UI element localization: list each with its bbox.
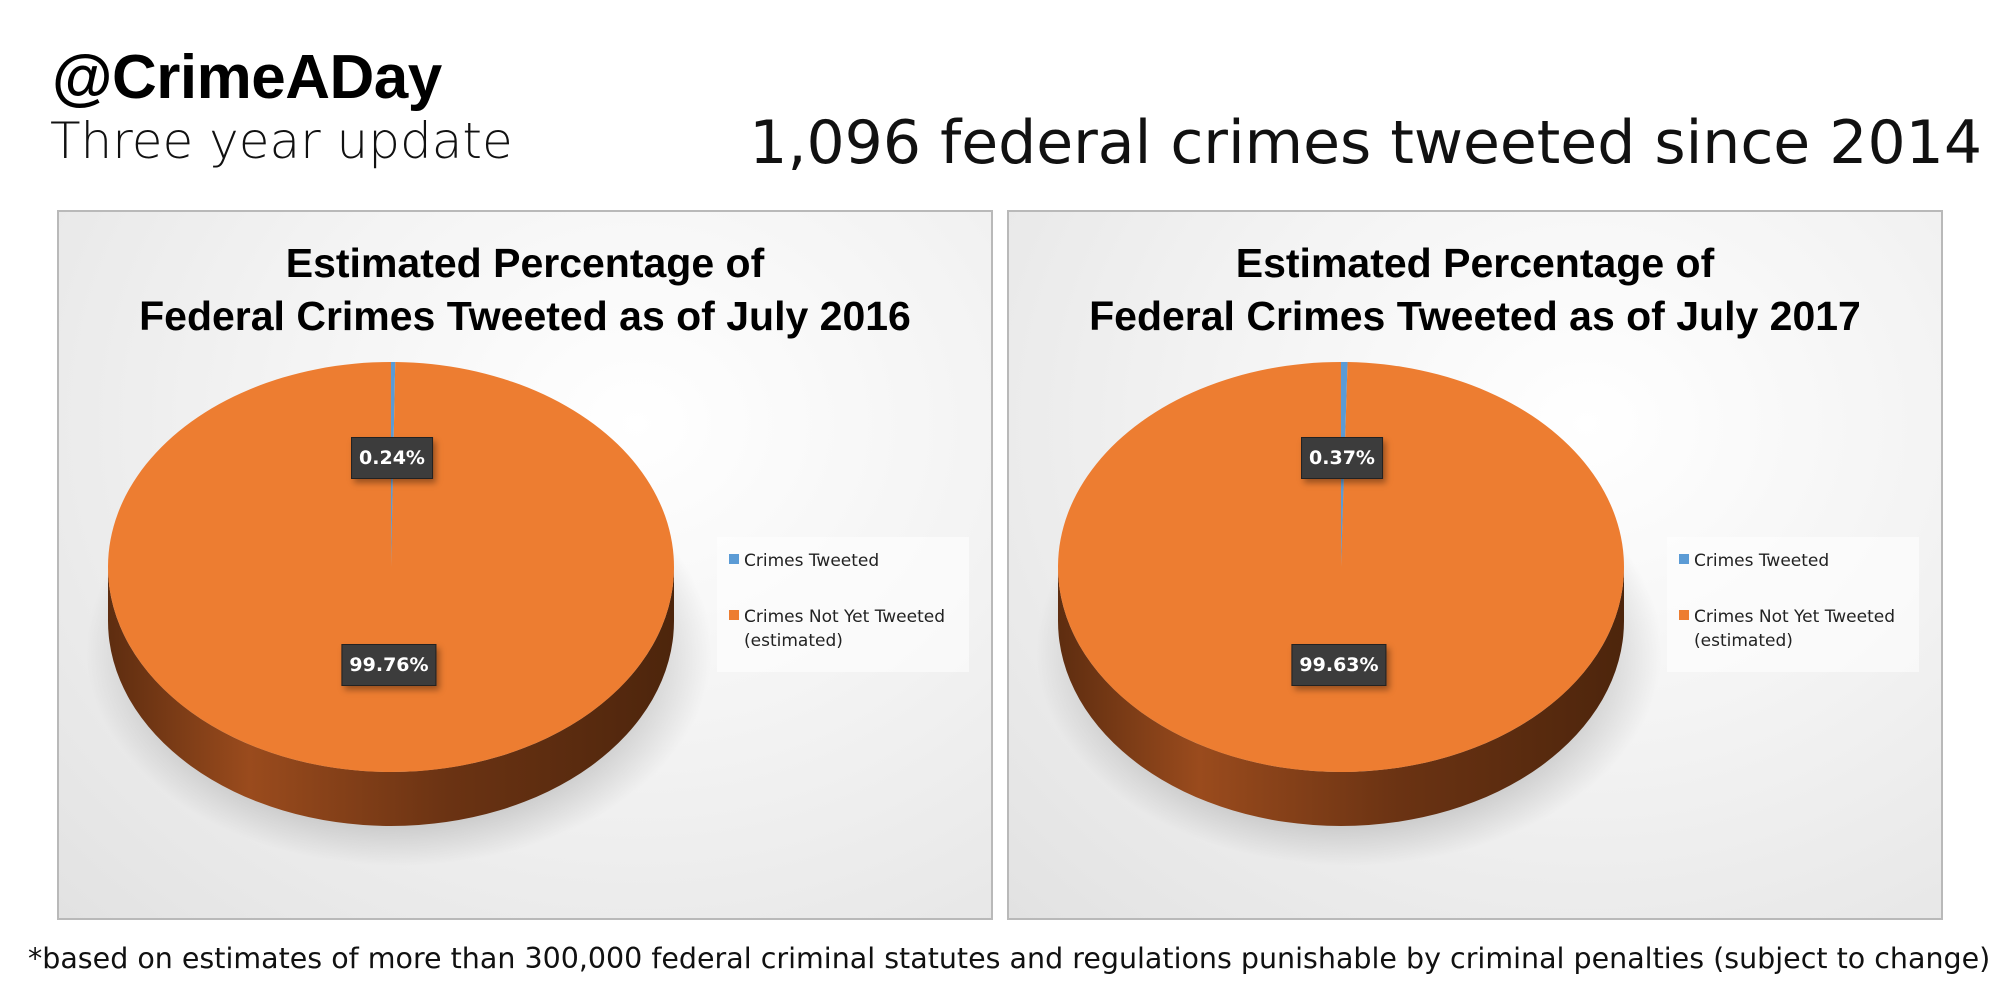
legend-swatch-not-tweeted	[729, 610, 739, 620]
page-subtitle: Three year update	[50, 112, 513, 170]
chart-title: Estimated Percentage of Federal Crimes T…	[59, 237, 991, 343]
chart-title-line-2: Federal Crimes Tweeted as of July 2017	[1089, 293, 1861, 339]
legend-label-tweeted: Crimes Tweeted	[1694, 551, 1830, 571]
chart-title: Estimated Percentage of Federal Crimes T…	[1009, 237, 1941, 343]
data-label-not-tweeted: 99.63%	[1291, 644, 1387, 686]
data-label-not-tweeted: 99.76%	[341, 644, 437, 686]
pie-side-wall	[108, 567, 674, 826]
chart-panel-2017: Estimated Percentage of Federal Crimes T…	[1007, 210, 1943, 920]
chart-legend: Crimes Tweeted Crimes Not Yet Tweeted (e…	[717, 537, 969, 672]
legend-item-not-tweeted: Crimes Not Yet Tweeted (estimated)	[1679, 605, 1914, 653]
chart-legend: Crimes Tweeted Crimes Not Yet Tweeted (e…	[1667, 537, 1919, 672]
legend-swatch-tweeted	[729, 554, 739, 564]
data-label-tweeted: 0.37%	[1301, 437, 1383, 479]
legend-item-tweeted: Crimes Tweeted	[1679, 549, 1914, 573]
legend-label-not-tweeted: Crimes Not Yet Tweeted (estimated)	[744, 605, 964, 653]
page-headline: 1,096 federal crimes tweeted since 2014	[749, 108, 1982, 178]
legend-item-tweeted: Crimes Tweeted	[729, 549, 964, 573]
chart-title-line-2: Federal Crimes Tweeted as of July 2016	[139, 293, 911, 339]
pie-side-wall	[1058, 567, 1624, 826]
legend-swatch-not-tweeted	[1679, 610, 1689, 620]
pie-slice-not-tweeted	[108, 362, 675, 772]
legend-label-line-1: Crimes Not Yet Tweeted	[744, 607, 946, 627]
legend-label-not-tweeted: Crimes Not Yet Tweeted (estimated)	[1694, 605, 1914, 653]
chart-title-line-1: Estimated Percentage of	[285, 240, 765, 286]
legend-label-line-1: Crimes Not Yet Tweeted	[1694, 607, 1896, 627]
legend-item-not-tweeted: Crimes Not Yet Tweeted (estimated)	[729, 605, 964, 653]
data-label-tweeted: 0.24%	[351, 437, 433, 479]
legend-label-line-2: (estimated)	[1694, 631, 1793, 651]
chart-panel-2016: Estimated Percentage of Federal Crimes T…	[57, 210, 993, 920]
legend-label-line-2: (estimated)	[744, 631, 843, 651]
chart-title-line-1: Estimated Percentage of	[1235, 240, 1715, 286]
pie-slice-not-tweeted	[1058, 362, 1625, 772]
legend-swatch-tweeted	[1679, 554, 1689, 564]
legend-label-tweeted: Crimes Tweeted	[744, 551, 880, 571]
footnote: *based on estimates of more than 300,000…	[28, 942, 1991, 975]
page-handle: @CrimeADay	[52, 43, 442, 112]
